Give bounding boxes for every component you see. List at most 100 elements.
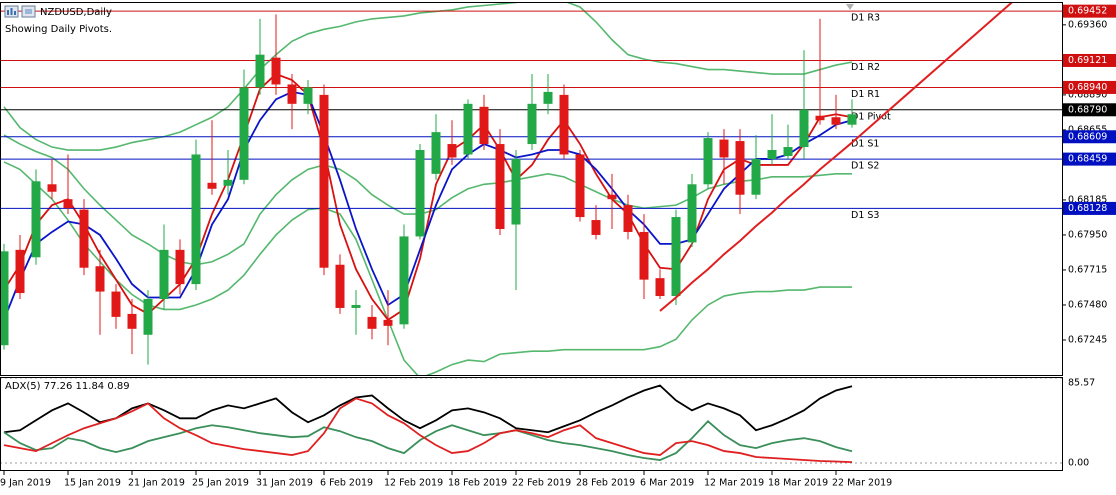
candle-body bbox=[159, 249, 169, 300]
candle-body bbox=[495, 144, 505, 229]
pivot-label: D1 R2 bbox=[851, 62, 880, 73]
candle-body bbox=[239, 87, 249, 180]
indicator-line bbox=[3, 90, 853, 321]
price-box bbox=[1063, 4, 1116, 18]
x-tick-label: 15 Jan 2019 bbox=[64, 478, 121, 489]
candle-body bbox=[703, 138, 713, 185]
candle-body bbox=[319, 94, 329, 268]
x-tick-label: 22 Feb 2019 bbox=[512, 478, 571, 489]
price-box-label: 0.68790 bbox=[1068, 104, 1107, 115]
candle-body bbox=[479, 106, 489, 145]
icon-bar bbox=[10, 8, 13, 15]
candle-body bbox=[287, 84, 297, 104]
candle-body bbox=[175, 249, 185, 285]
indicator-line bbox=[3, 3, 853, 151]
candle-body bbox=[559, 94, 569, 155]
adx-title: ADX(5) 77.26 11.84 0.89 bbox=[5, 381, 130, 392]
candle-body bbox=[207, 182, 217, 189]
pivot-label: D1 R3 bbox=[851, 13, 880, 24]
icon-bar bbox=[14, 11, 16, 15]
candle-body bbox=[591, 220, 601, 235]
adx-line bbox=[3, 397, 853, 464]
x-tick-label: 28 Feb 2019 bbox=[576, 478, 635, 489]
x-tick-label: 6 Mar 2019 bbox=[640, 478, 694, 489]
y-tick-label: 0.67715 bbox=[1068, 264, 1107, 275]
icon-window bbox=[25, 9, 32, 14]
x-tick-label: 12 Mar 2019 bbox=[704, 478, 764, 489]
y-tick-label: 0.67950 bbox=[1068, 229, 1107, 240]
x-tick-label: 22 Mar 2019 bbox=[832, 478, 892, 489]
candle-body bbox=[831, 117, 841, 125]
candle-body bbox=[767, 150, 777, 159]
marker bbox=[846, 4, 854, 10]
candle-body bbox=[335, 264, 345, 308]
candle-body bbox=[111, 291, 121, 317]
candle-body bbox=[79, 209, 89, 268]
candle-body bbox=[671, 217, 681, 297]
adx-frame bbox=[0, 377, 1063, 471]
candle-body bbox=[735, 141, 745, 195]
indicator-line bbox=[3, 134, 852, 266]
x-tick-label: 25 Jan 2019 bbox=[192, 478, 249, 489]
candle-body bbox=[143, 299, 153, 335]
price-box-label: 0.68459 bbox=[1068, 154, 1107, 165]
price-box bbox=[1063, 201, 1116, 215]
main-frame bbox=[0, 2, 1063, 376]
pivot-label: D1 S3 bbox=[851, 210, 879, 221]
y-tick-label: 0.68890 bbox=[1068, 89, 1107, 100]
candle-body bbox=[655, 278, 665, 297]
main-plot: D1 R3 D1 R2 D1 R1 D1 Pivot D1 S1 D1 S2 D1 S3 bbox=[1, 3, 1062, 375]
candle-body bbox=[63, 199, 73, 209]
candle-body bbox=[847, 114, 857, 125]
candle-body bbox=[31, 181, 41, 258]
x-tick-label: 18 Feb 2019 bbox=[448, 478, 507, 489]
chart-subtitle: Showing Daily Pivots. bbox=[5, 24, 112, 35]
trendline bbox=[659, 141, 853, 312]
pivot-label: D1 R1 bbox=[851, 89, 880, 100]
candle-body bbox=[255, 54, 265, 88]
x-tick-label: 21 Jan 2019 bbox=[128, 478, 185, 489]
symbol-icon bbox=[4, 5, 36, 18]
candle-body bbox=[223, 179, 233, 186]
candle-body bbox=[799, 109, 809, 148]
candle-body bbox=[511, 158, 521, 225]
axes: 0.69360 0.68890 0.68655 0.68185 0.67950 0.677… bbox=[0, 4, 1116, 489]
candle-body bbox=[687, 184, 697, 243]
x-tick-label: 12 Feb 2019 bbox=[384, 478, 443, 489]
y-tick-label: 0.68185 bbox=[1068, 194, 1107, 205]
candle-body bbox=[95, 266, 105, 292]
adx-plot bbox=[1, 378, 1062, 464]
candle-body bbox=[303, 87, 313, 104]
x-tick-label: 6 Feb 2019 bbox=[320, 478, 373, 489]
price-box bbox=[1063, 130, 1116, 144]
candle-body bbox=[431, 132, 441, 174]
candle-body bbox=[447, 144, 457, 158]
price-box bbox=[1063, 152, 1116, 166]
price-box-label: 0.68128 bbox=[1068, 203, 1107, 214]
candle-body bbox=[399, 236, 409, 325]
price-box-label: 0.69452 bbox=[1068, 6, 1107, 17]
y-tick-label: 0.69360 bbox=[1068, 19, 1107, 30]
price-box-label: 0.69121 bbox=[1068, 55, 1107, 66]
y-tick-label: 0.00 bbox=[1068, 458, 1089, 469]
adx-line bbox=[3, 420, 853, 461]
candle-body bbox=[751, 158, 761, 195]
candle-body bbox=[719, 139, 729, 158]
candle-body bbox=[815, 115, 825, 121]
pivot-label: D1 S2 bbox=[851, 161, 879, 172]
candle-body bbox=[527, 103, 537, 145]
y-tick-label: 0.67480 bbox=[1068, 299, 1107, 310]
price-box bbox=[1063, 103, 1116, 117]
candle-body bbox=[47, 184, 57, 192]
y-tick-label: 0.67245 bbox=[1068, 334, 1107, 345]
price-box-label: 0.68609 bbox=[1068, 131, 1107, 142]
pivot-label: D1 S1 bbox=[851, 138, 879, 149]
y-tick-label: 0.68655 bbox=[1068, 124, 1107, 135]
candle-body bbox=[575, 154, 585, 218]
price-box bbox=[1063, 80, 1116, 94]
candle-body bbox=[463, 103, 473, 155]
candle-body bbox=[127, 313, 137, 329]
